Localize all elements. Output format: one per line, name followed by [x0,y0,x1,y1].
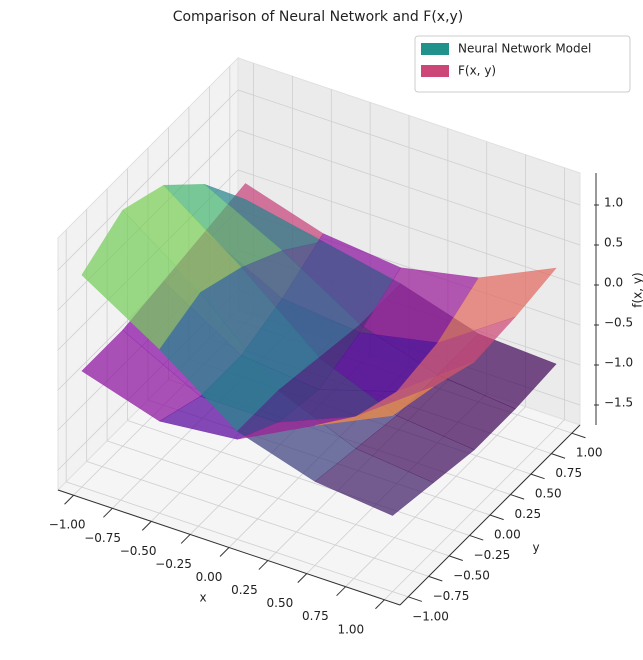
x-tick [103,508,112,517]
legend: Neural Network Model F(x, y) [415,36,630,92]
x-tick [298,574,307,583]
legend-label: Neural Network Model [458,42,591,56]
x-axis-label: x [199,591,206,605]
x-tick-label: 1.00 [337,622,364,636]
y-tick-label: −0.75 [433,589,470,603]
y-tick [531,474,545,479]
x-tick [375,600,384,609]
x-tick [220,548,229,557]
y-tick-label: −0.50 [453,568,490,582]
y-tick-label: 0.50 [535,487,562,501]
x-tick-label: −0.25 [155,557,192,571]
z-tick-label: −0.5 [604,316,633,330]
z-tick-label: 0.0 [604,276,623,290]
x-tick [337,587,346,596]
z-tick-label: −1.0 [604,356,633,370]
x-tick [142,521,151,530]
x-tick-label: 0.75 [302,609,329,623]
legend-swatch [421,43,449,55]
legend-swatch [421,65,449,77]
x-tick-label: −1.00 [49,518,86,532]
y-axis-label: y [532,541,539,555]
x-tick-label: −0.50 [120,544,157,558]
y-tick [470,535,484,540]
x-tick-label: 0.50 [267,596,294,610]
x-tick-label: −0.75 [84,531,121,545]
legend-label: F(x, y) [458,64,496,78]
x-tick-label: 0.25 [231,583,258,597]
y-tick-label: 0.00 [494,528,521,542]
x-tick [65,495,74,504]
y-tick-label: −0.25 [474,548,511,562]
y-tick-label: 0.25 [514,507,541,521]
chart-title: Comparison of Neural Network and F(x,y) [173,9,464,25]
x-tick [181,534,190,543]
x-tick-label: 0.00 [196,570,223,584]
y-tick-label: −1.00 [412,609,449,623]
y-tick [429,576,443,581]
y-tick [490,515,504,520]
y-tick [551,454,565,459]
y-tick [408,597,422,602]
z-tick-label: 1.0 [604,196,623,210]
z-tick-label: −1.5 [604,396,633,410]
z-axis-label: f(x, y) [631,272,643,307]
z-tick-label: 0.5 [604,236,623,250]
y-tick [510,495,524,500]
y-tick-label: 1.00 [576,446,603,460]
x-tick [259,561,268,570]
y-tick [449,556,463,561]
y-tick [572,433,586,438]
y-tick-label: 0.75 [555,466,582,480]
